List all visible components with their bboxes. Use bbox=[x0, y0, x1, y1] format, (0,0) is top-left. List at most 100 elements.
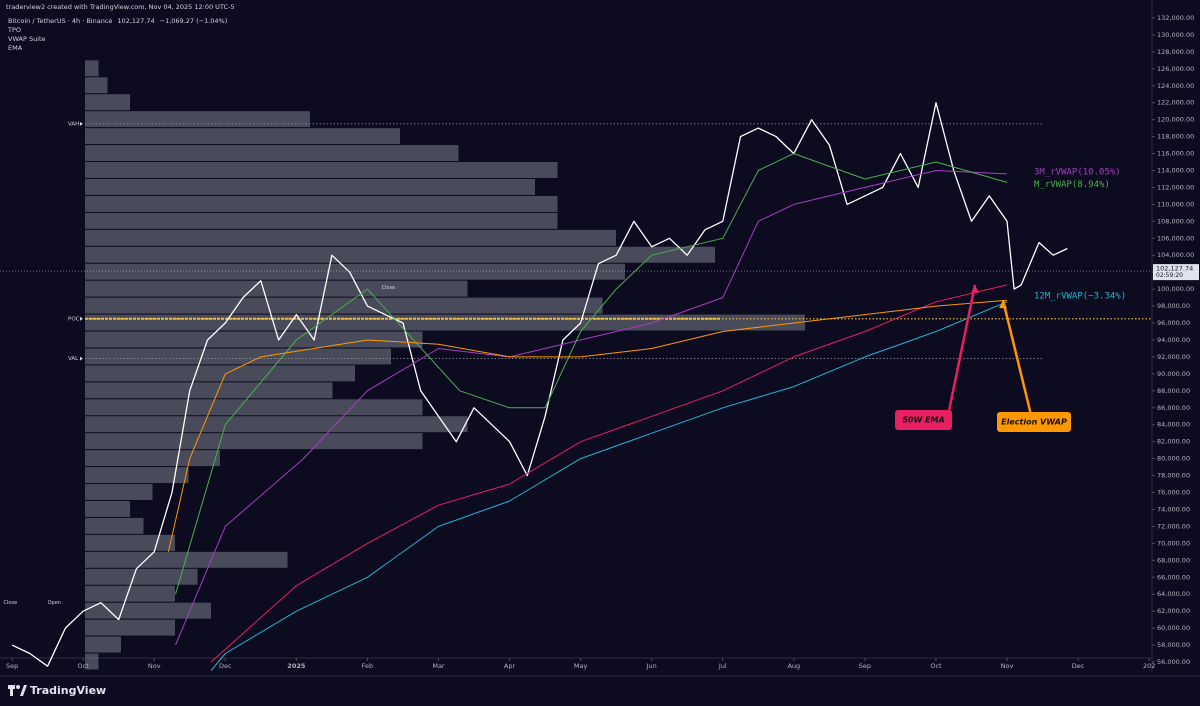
x-tick-label: Dec bbox=[1072, 662, 1085, 670]
level-label: VAH bbox=[68, 121, 79, 127]
tpo-bar bbox=[85, 534, 175, 551]
callout-box bbox=[895, 410, 952, 430]
y-tick-label: 80,000.00 bbox=[1157, 455, 1190, 463]
plot-layer: 56,000.00 58,000.00 60,000.00 62,000.00 64,0… bbox=[0, 0, 1199, 672]
y-tick-label: 58,000.00 bbox=[1157, 641, 1190, 649]
footer bbox=[0, 676, 1200, 706]
tpo-bar bbox=[85, 229, 616, 246]
callout-arrow bbox=[947, 284, 977, 411]
series-label: 12M_rVWAP(−3.34%) bbox=[1034, 291, 1126, 301]
y-tick-label: 124,000.00 bbox=[1157, 82, 1194, 90]
indicator-line bbox=[167, 299, 1008, 552]
y-tick-label: 70,000.00 bbox=[1157, 539, 1190, 547]
indicator-line bbox=[210, 301, 1008, 671]
y-tick-label: 122,000.00 bbox=[1157, 99, 1194, 107]
tpo-bar bbox=[85, 77, 108, 94]
y-tick-label: 108,000.00 bbox=[1157, 217, 1194, 225]
tpo-bar bbox=[85, 178, 535, 195]
indicator: TPO bbox=[7, 26, 21, 34]
y-tick-label: 90,000.00 bbox=[1157, 370, 1190, 378]
x-tick-label: Apr bbox=[504, 662, 516, 670]
y-tick-label: 120,000.00 bbox=[1157, 116, 1194, 124]
y-tick-label: 114,000.00 bbox=[1157, 166, 1194, 174]
session-label: Open bbox=[48, 600, 61, 606]
callout-arrow bbox=[1001, 299, 1032, 413]
level-label: VAL bbox=[68, 356, 79, 362]
y-tick-label: 60,000.00 bbox=[1157, 624, 1190, 632]
price-tag-label: 102,127.74 bbox=[1156, 265, 1193, 273]
tpo-bar bbox=[85, 94, 130, 111]
x-tick-label: Mar bbox=[432, 662, 445, 670]
brand: TradingView bbox=[30, 684, 106, 697]
indicator: VWAP Suite bbox=[8, 35, 46, 43]
indicator: EMA bbox=[8, 44, 23, 52]
y-tick-label: 64,000.00 bbox=[1157, 590, 1190, 598]
price-line bbox=[11, 102, 1068, 667]
x-tick-label: Oct bbox=[930, 662, 942, 670]
x-tick-label: Jun bbox=[646, 662, 657, 670]
tpo-bar bbox=[85, 517, 144, 534]
y-tick-label: 126,000.00 bbox=[1157, 65, 1194, 73]
y-tick-label: 98,000.00 bbox=[1157, 302, 1190, 310]
y-tick-label: 88,000.00 bbox=[1157, 387, 1190, 395]
x-tick-label: Sep bbox=[6, 662, 18, 670]
y-tick-label: 66,000.00 bbox=[1157, 573, 1190, 581]
tpo-bar bbox=[85, 619, 175, 636]
y-tick-label: 94,000.00 bbox=[1157, 336, 1190, 344]
tpo-bar bbox=[85, 162, 558, 178]
x-tick-label: Nov bbox=[1001, 662, 1014, 670]
session-label: Close bbox=[4, 600, 18, 606]
tpo-bar bbox=[85, 331, 423, 348]
tpo-bar bbox=[85, 467, 189, 484]
tpo-bar bbox=[85, 348, 391, 365]
tpo-bar bbox=[85, 365, 355, 382]
series-label: 3M_rVWAP(10.05%) bbox=[1034, 167, 1121, 177]
tpo-bar bbox=[85, 314, 805, 331]
brand-logo bbox=[8, 685, 27, 696]
y-tick-label: 74,000.00 bbox=[1157, 505, 1190, 513]
tpo-bar bbox=[85, 145, 459, 162]
callout-label: Election VWAP bbox=[1001, 418, 1067, 427]
x-tick-label: Sep bbox=[859, 662, 871, 670]
callout-box bbox=[997, 412, 1071, 432]
y-tick-label: 72,000.00 bbox=[1157, 522, 1190, 530]
tpo-bar bbox=[85, 551, 288, 568]
tpo-bar bbox=[85, 246, 715, 263]
tpo-bar bbox=[85, 263, 625, 280]
symbol: Bitcoin / TetherUS · 4h · Binance bbox=[8, 17, 112, 25]
tpo-bar bbox=[85, 128, 400, 145]
x-tick-label: 202 bbox=[1143, 662, 1155, 670]
price-change: −1,069.27 (−1.04%) bbox=[160, 17, 228, 25]
y-tick-label: 62,000.00 bbox=[1157, 607, 1190, 615]
y-tick-label: 56,000.00 bbox=[1157, 658, 1190, 666]
tpo-bar bbox=[85, 195, 558, 212]
y-tick-label: 82,000.00 bbox=[1157, 438, 1190, 446]
credit: traderview2 created with TradingView.com… bbox=[6, 3, 235, 11]
level-arrow bbox=[80, 121, 83, 126]
y-tick-label: 76,000.00 bbox=[1157, 489, 1190, 497]
y-tick-label: 130,000.00 bbox=[1157, 31, 1194, 39]
callout-label: 50W EMA bbox=[902, 416, 944, 425]
logo-part bbox=[10, 685, 13, 696]
x-tick-label: Aug bbox=[787, 662, 800, 670]
y-tick-label: 68,000.00 bbox=[1157, 556, 1190, 564]
y-tick-label: 110,000.00 bbox=[1157, 200, 1194, 208]
tpo-bar bbox=[85, 111, 310, 128]
y-tick-label: 132,000.00 bbox=[1157, 14, 1194, 22]
series-label: M_rVWAP(8.94%) bbox=[1034, 180, 1110, 190]
level-arrow bbox=[80, 316, 83, 321]
y-tick-label: 84,000.00 bbox=[1157, 421, 1190, 429]
tpo-bar bbox=[85, 602, 211, 619]
callout-arrowhead bbox=[999, 300, 1007, 309]
x-tick-label: Nov bbox=[148, 662, 161, 670]
y-tick-label: 112,000.00 bbox=[1157, 183, 1194, 191]
tpo-bar bbox=[85, 280, 468, 297]
y-tick-label: 78,000.00 bbox=[1157, 472, 1190, 480]
countdown: 02:59:20 bbox=[1156, 272, 1183, 279]
session-label: Close bbox=[382, 285, 396, 291]
tpo-bar bbox=[85, 399, 423, 416]
tpo-bar bbox=[85, 212, 558, 229]
